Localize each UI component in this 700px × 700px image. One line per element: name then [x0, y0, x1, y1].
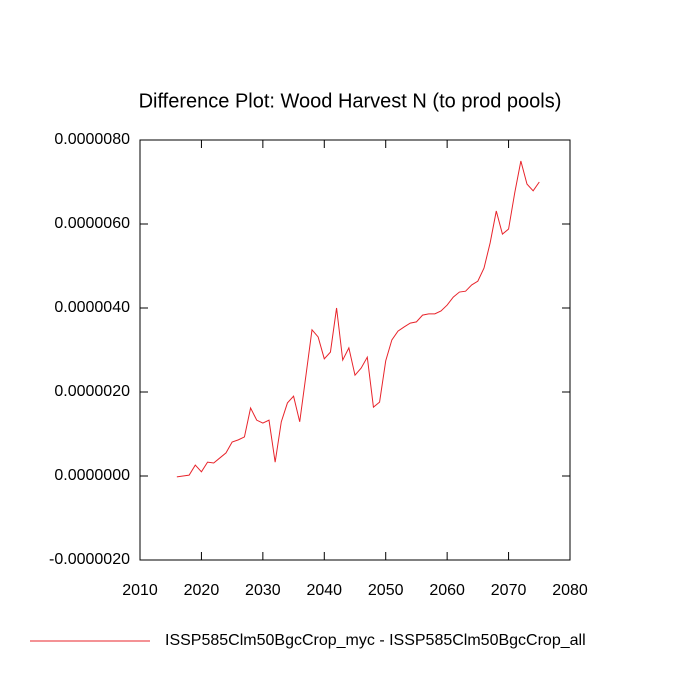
- y-tick-label: 0.0000060: [54, 215, 130, 232]
- y-tick-label: 0.0000000: [54, 467, 130, 484]
- x-tick-label: 2050: [368, 582, 404, 599]
- x-tick-label: 2060: [429, 582, 465, 599]
- y-tick-label: 0.0000040: [54, 299, 130, 316]
- x-tick-label: 2030: [245, 582, 281, 599]
- x-tick-label: 2080: [552, 582, 588, 599]
- x-tick-label: 2020: [184, 582, 220, 599]
- data-line: [176, 160, 540, 478]
- x-tick-label: 2040: [306, 582, 342, 599]
- chart-title: Difference Plot: Wood Harvest N (to prod…: [139, 90, 562, 112]
- plot-frame: [139, 139, 571, 561]
- x-tick-label: 2010: [122, 582, 158, 599]
- x-tick-label: 2070: [491, 582, 527, 599]
- y-tick-label: 0.0000080: [54, 131, 130, 148]
- y-tick-label: -0.0000020: [49, 551, 130, 568]
- y-tick-label: 0.0000020: [54, 383, 130, 400]
- legend-label: ISSP585Clm50BgcCrop_myc - ISSP585Clm50Bg…: [165, 632, 586, 649]
